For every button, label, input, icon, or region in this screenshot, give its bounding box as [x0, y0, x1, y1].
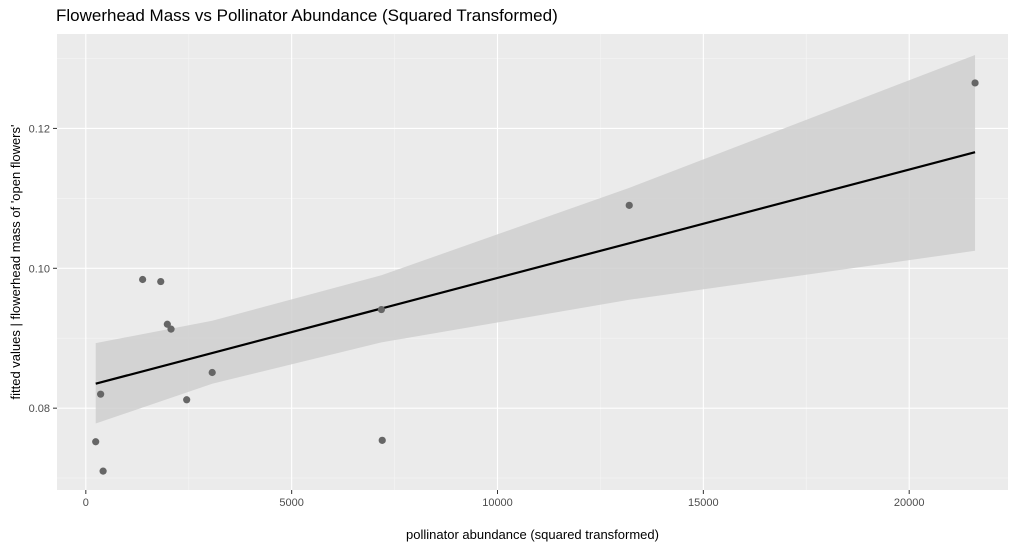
data-point: [97, 390, 105, 398]
x-tick-label: 20000: [894, 497, 925, 509]
data-point: [971, 79, 979, 87]
data-point: [139, 275, 147, 284]
confidence-band-layer: [95, 54, 976, 424]
fit-line-layer: [95, 151, 976, 385]
regression-line: [95, 151, 976, 385]
y-axis-title: fitted values | flowerhead mass of 'open…: [8, 125, 23, 400]
y-tick-label: 0.08: [29, 403, 50, 415]
data-point: [378, 436, 386, 444]
x-tick-label: 0: [83, 497, 89, 509]
data-point: [167, 325, 175, 333]
x-tick-label: 15000: [688, 497, 719, 509]
y-tick-label: 0.10: [29, 263, 50, 275]
x-tick-label: 10000: [482, 497, 513, 509]
data-point: [163, 320, 171, 328]
data-points: [92, 79, 979, 475]
x-axis-title: pollinator abundance (squared transforme…: [406, 527, 659, 542]
confidence-band: [95, 54, 976, 424]
data-point: [92, 438, 100, 446]
data-point: [208, 368, 216, 377]
data-point: [377, 305, 386, 314]
axes: 0 5000 10000 15000 20000 0.08 0.10 0.12: [29, 123, 925, 509]
data-point: [157, 277, 165, 286]
data-point: [625, 201, 633, 209]
x-tick-label: 5000: [279, 497, 303, 509]
y-tick-label: 0.12: [29, 123, 50, 135]
grid-lines: [57, 34, 1008, 490]
data-point: [183, 396, 191, 404]
data-point: [99, 467, 107, 475]
chart-title: Flowerhead Mass vs Pollinator Abundance …: [56, 6, 558, 25]
